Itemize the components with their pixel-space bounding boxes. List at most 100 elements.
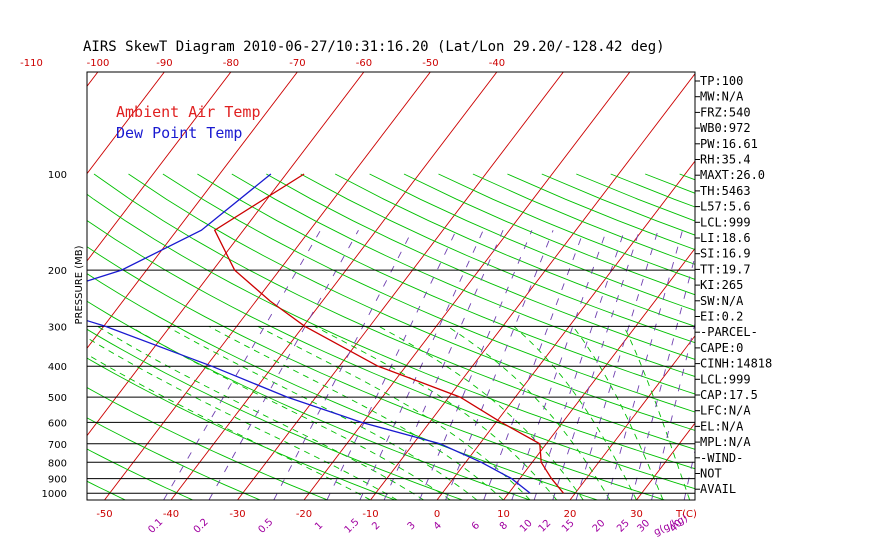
isotherm-line (87, 72, 232, 262)
dry-adiabat-line (87, 300, 532, 500)
top-temp-tick-label: -80 (223, 58, 239, 69)
mixing-ratio-tick-label: 12 (537, 518, 554, 535)
index-label: KI:265 (700, 278, 743, 292)
isotherm-line (237, 72, 564, 500)
isotherm-line (303, 72, 631, 500)
index-label: MW:N/A (700, 90, 744, 104)
pressure-tick-label: 800 (48, 458, 67, 469)
index-label: SW:N/A (700, 294, 744, 308)
moist-adiabat-line (314, 325, 558, 500)
legend-ambient-air-temp: Ambient Air Temp (116, 103, 261, 121)
mixing-ratio-line (208, 230, 359, 500)
dry-adiabat-line (0, 174, 61, 501)
mixing-ratio-tick-label: 3 (406, 520, 418, 532)
dry-adiabat-line (266, 173, 695, 360)
index-label: RH:35.4 (700, 153, 751, 167)
pressure-tick-label: 900 (48, 475, 67, 486)
legend: Ambient Air Temp Dew Point Temp (116, 103, 261, 142)
isotherm-line (636, 422, 695, 500)
sounding-profiles (87, 173, 565, 494)
mixing-ratio-tick-label: 10 (518, 518, 535, 535)
ambient-air-temp-line (213, 173, 565, 494)
isotherm-line (104, 72, 431, 500)
index-label: EI:0.2 (700, 310, 743, 324)
dry-adiabat-line (334, 173, 695, 327)
moist-adiabat-line (97, 325, 424, 500)
pressure-tick-label: 200 (48, 266, 67, 277)
index-label: FRZ:540 (700, 105, 751, 119)
isotherm-line (836, 70, 870, 500)
dew-point-temp-line (87, 173, 531, 494)
top-temp-tick-label: -40 (489, 58, 505, 69)
top-temp-tick-label: -100 (87, 58, 110, 69)
mixing-ratio-tick-label: 1 (313, 520, 325, 532)
dry-adiabat-line (87, 357, 397, 500)
pressure-tick-label: 400 (48, 362, 67, 373)
index-label: -PARCEL- (700, 325, 758, 339)
mixing-ratio-line (326, 230, 457, 500)
dry-adiabat-line (87, 480, 127, 500)
dry-adiabat-line (87, 219, 695, 490)
index-label: PW:16.61 (700, 137, 758, 151)
bottom-temp-tick-label: -40 (163, 509, 179, 520)
mixing-ratio-tick-label: 1.5 (343, 517, 362, 536)
dry-adiabat-line (162, 173, 695, 413)
index-label: TT:19.7 (700, 262, 751, 276)
plot-frame (86, 71, 696, 501)
isotherm-line (569, 335, 695, 500)
index-label: NOT (700, 467, 722, 481)
mixing-ratio-tick-label: 15 (560, 518, 577, 535)
moist-adiabat-line (572, 326, 664, 500)
bottom-temp-unit: T(C) (675, 509, 697, 520)
top-temp-tick-label: -90 (156, 58, 172, 69)
pressure-tick-label: 1000 (42, 489, 67, 500)
mixing-ratio-line (273, 230, 413, 500)
dry-adiabat-line (197, 173, 695, 395)
legend-dew-point-temp: Dew Point Temp (116, 124, 242, 142)
index-label: AVAIL (700, 482, 736, 496)
mixing-ratio-tick-label: 30 (635, 518, 652, 535)
bottom-temp-tick-label: 30 (630, 509, 643, 520)
bottom-temp-tick-label: -20 (296, 509, 312, 520)
isotherm-line (0, 70, 33, 500)
mixing-ratio-tick-label: 2 (370, 520, 382, 532)
mixing-ratio-tick-label: 6 (470, 520, 482, 532)
mixing-ratio-line (419, 230, 533, 500)
chart-title: AIRS SkewT Diagram 2010-06-27/10:31:16.2… (83, 39, 665, 55)
bottom-temp-tick-label: -50 (96, 509, 112, 520)
dry-adiabat-line (749, 174, 870, 501)
moist-adiabat-line (166, 325, 478, 500)
index-label: LI:18.6 (700, 231, 751, 245)
isotherm-line (87, 72, 365, 437)
dry-adiabat-line (87, 417, 262, 500)
moist-adiabat-line (129, 325, 451, 500)
top-temp-tick-label: -70 (289, 58, 305, 69)
dry-adiabat-line (128, 173, 695, 431)
index-label: TP:100 (700, 74, 743, 88)
index-label: TH:5463 (700, 184, 751, 198)
mixing-ratio-tick-label: 0.5 (257, 517, 276, 536)
index-label: MAXT:26.0 (700, 168, 765, 182)
moist-adiabat-line (87, 353, 371, 500)
moist-adiabat-line (87, 337, 398, 500)
bottom-temp-tick-label: -10 (362, 509, 378, 520)
y-axis-label: PRESSURE (MB) (74, 245, 85, 324)
mixing-ratio-line (163, 230, 321, 500)
dry-adiabat-line (507, 173, 695, 251)
bottom-temp-tick-label: 0 (434, 509, 440, 520)
index-label: MPL:N/A (700, 435, 751, 449)
top-temp-tick-label: -110 (20, 58, 43, 69)
mixing-ratio-tick-label: 20 (591, 518, 608, 535)
axis-ticks: 1002003004005006007008009001000-120-110-… (20, 58, 697, 538)
mixing-ratio-line (359, 230, 484, 500)
index-label: CAPE:0 (700, 341, 743, 355)
isotherm-line (170, 72, 498, 500)
index-label: WB0:972 (700, 121, 751, 135)
moist-adiabat-line (623, 326, 691, 500)
pressure-tick-label: 700 (48, 440, 67, 451)
isotherm-line (770, 70, 870, 500)
dry-adiabat-line (87, 193, 695, 470)
dry-adiabat-line (300, 173, 695, 344)
dry-adiabat-line (783, 174, 870, 501)
